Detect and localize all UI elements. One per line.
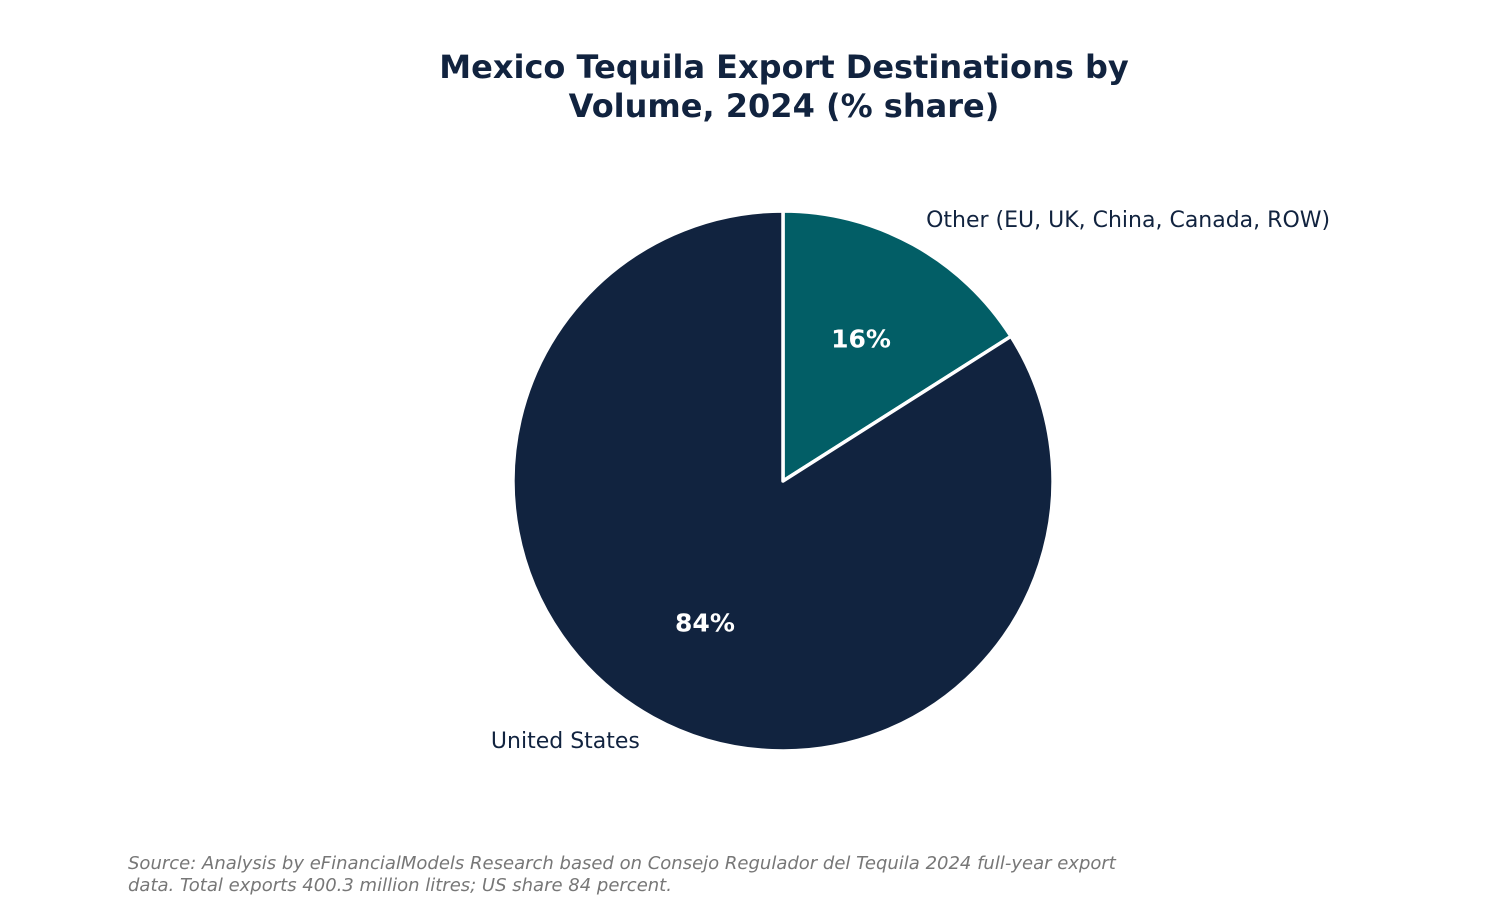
chart-title-line-1: Mexico Tequila Export Destinations by: [439, 48, 1129, 86]
source-line-2: data. Total exports 400.3 million litres…: [128, 875, 672, 896]
pie-value-label-0: 16%: [831, 325, 891, 354]
pie-value-label-1: 84%: [675, 608, 735, 637]
pie-category-label-0: Other (EU, UK, China, Canada, ROW): [926, 208, 1330, 233]
pie-slices: [511, 209, 1055, 753]
chart-title: Mexico Tequila Export Destinations by Vo…: [284, 48, 1284, 126]
source-note: Source: Analysis by eFinancialModels Res…: [128, 853, 1228, 897]
pie-slice-0: [781, 209, 1013, 483]
pie-slice-1: [511, 209, 1055, 753]
pie-category-label-1: United States: [491, 729, 640, 754]
chart-title-line-2: Volume, 2024 (% share): [568, 87, 1000, 125]
pie-labels: 16% Other (EU, UK, China, Canada, ROW) 84%…: [491, 208, 1330, 754]
source-line-1: Source: Analysis by eFinancialModels Res…: [128, 853, 1116, 874]
